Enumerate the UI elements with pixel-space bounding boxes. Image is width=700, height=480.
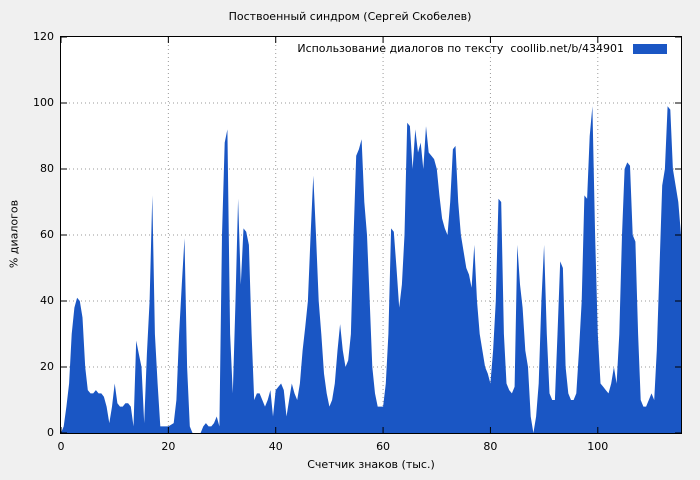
legend-swatch [633,43,667,54]
x-tick-label: 0 [57,440,65,453]
plot-canvas [61,37,681,433]
x-tick-label: 20 [161,440,176,453]
x-tick-label: 60 [376,440,391,453]
x-axis-label: Счетчик знаков (тыс.) [307,458,435,471]
y-tick-label: 60 [40,228,54,241]
x-tick-label: 40 [268,440,283,453]
chart-title: Поствоенный синдром (Сергей Скобелев) [228,10,472,23]
y-tick-label: 100 [33,96,54,109]
y-tick-label: 120 [33,30,54,43]
legend-label: Использование диалогов по тексту coollib… [297,42,624,55]
y-tick-label: 40 [40,294,54,307]
y-tick-label: 0 [47,426,54,439]
area-series [61,106,681,433]
y-tick-label: 80 [40,162,54,175]
x-tick-label: 100 [587,440,609,453]
plot-area: Использование диалогов по тексту coollib… [60,36,682,434]
legend: Использование диалогов по тексту coollib… [297,42,667,55]
x-tick-label: 80 [483,440,498,453]
y-tick-label: 20 [40,360,54,373]
